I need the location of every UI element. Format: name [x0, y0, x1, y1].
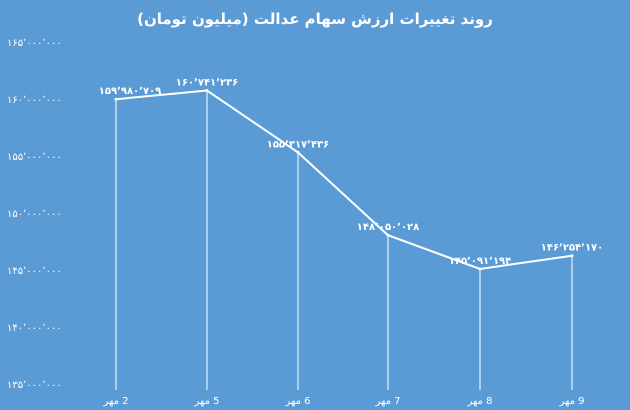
- x-tick-label: 7 مهر: [374, 396, 400, 407]
- series-line-group: [114, 89, 574, 271]
- x-axis-ticks: 2 مهر 5 مهر 6 مهر 7 مهر 8 مهر 9 مهر: [102, 396, 584, 407]
- x-tick-label: 9 مهر: [558, 396, 584, 407]
- data-point: [205, 89, 209, 93]
- data-point: [296, 150, 300, 154]
- series-line: [115, 89, 573, 270]
- data-point: [478, 267, 482, 271]
- data-label: ۱۵۵٬۳۱۷٬۴۳۶: [267, 139, 330, 150]
- x-tick-label: 6 مهر: [284, 396, 310, 407]
- data-label: ۱۵۹٬۹۸۰٬۷۰۹: [99, 86, 162, 97]
- chart-title: روند تغییرات ارزش سهام عدالت (میلیون توم…: [137, 10, 493, 28]
- x-tick-label: 2 مهر: [102, 396, 128, 407]
- data-label: ۱۴۶٬۲۵۴٬۱۷۰: [541, 243, 604, 254]
- data-label: ۱۶۰٬۷۴۱٬۲۳۶: [176, 78, 239, 89]
- y-tick-label: ۱۳۵٬۰۰۰٬۰۰۰: [7, 380, 62, 391]
- y-tick-label: ۱۶۰٬۰۰۰٬۰۰۰: [7, 95, 62, 106]
- data-label: ۱۴۸٬۰۵۰٬۰۲۸: [357, 222, 420, 233]
- x-tick-label: 5 مهر: [193, 396, 219, 407]
- y-tick-label: ۱۴۵٬۰۰۰٬۰۰۰: [7, 266, 62, 277]
- data-label: ۱۴۵٬۰۹۱٬۱۹۴: [449, 256, 512, 267]
- y-tick-label: ۱۴۰٬۰۰۰٬۰۰۰: [7, 323, 62, 334]
- data-labels: ۱۵۹٬۹۸۰٬۷۰۹ ۱۶۰٬۷۴۱٬۲۳۶ ۱۵۵٬۳۱۷٬۴۳۶ ۱۴۸٬۰۵۰…: [99, 78, 604, 267]
- x-tick-label: 8 مهر: [466, 396, 492, 407]
- drop-lines: [115, 90, 573, 390]
- data-point: [570, 254, 574, 258]
- y-tick-label: ۱۶۵٬۰۰۰٬۰۰۰: [7, 38, 62, 49]
- data-point: [114, 97, 118, 101]
- y-tick-label: ۱۵۰٬۰۰۰٬۰۰۰: [7, 209, 62, 220]
- data-point: [386, 233, 390, 237]
- y-axis-ticks: ۱۳۵٬۰۰۰٬۰۰۰ ۱۴۰٬۰۰۰٬۰۰۰ ۱۴۵٬۰۰۰٬۰۰۰ ۱۵۰٬۰۰۰…: [7, 38, 62, 391]
- y-tick-label: ۱۵۵٬۰۰۰٬۰۰۰: [7, 152, 62, 163]
